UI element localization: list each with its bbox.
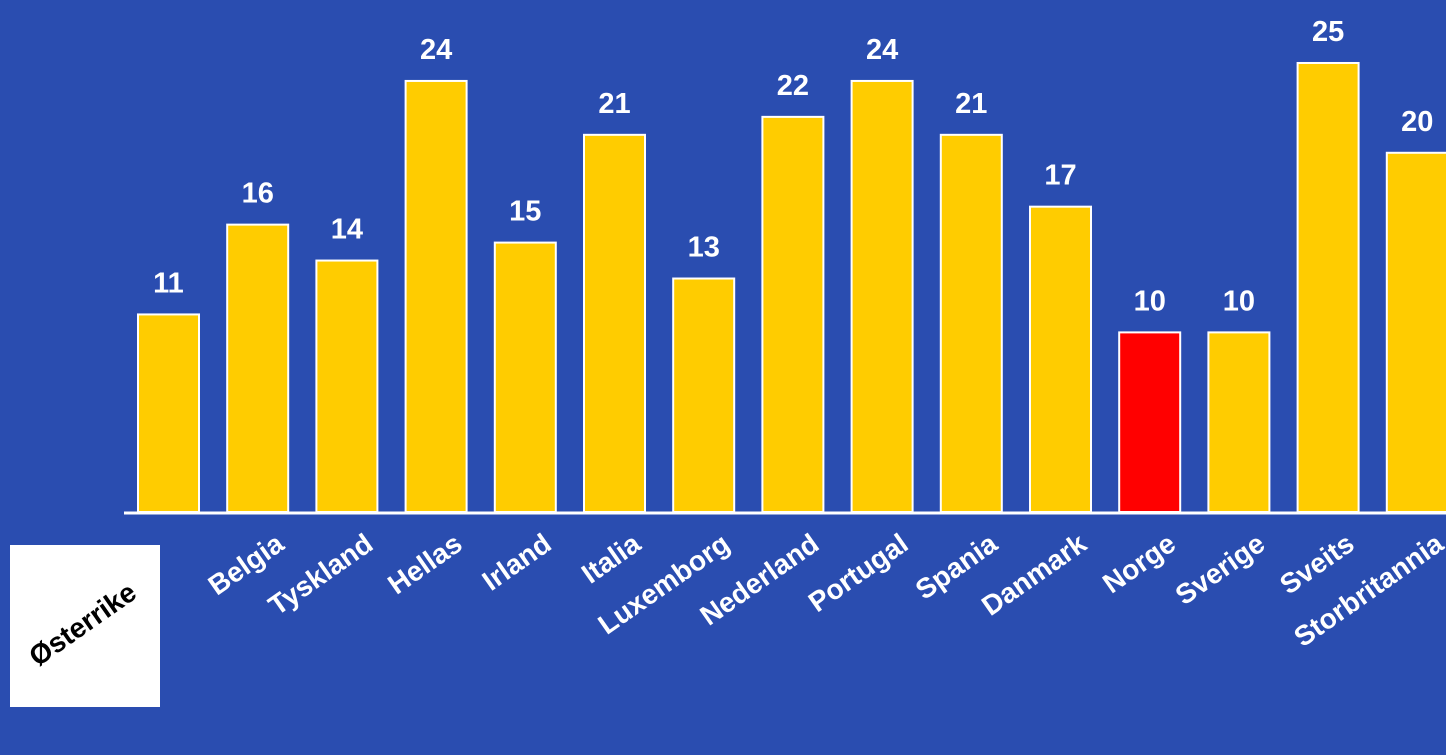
bar-italia	[583, 133, 646, 514]
value-label-nederland: 22	[777, 70, 809, 102]
value-label-portugal: 24	[866, 34, 898, 66]
value-label-danmark: 17	[1044, 160, 1076, 192]
bars-group	[137, 61, 1446, 514]
value-label-hellas: 24	[420, 34, 452, 66]
bar-spania	[939, 133, 1003, 514]
bar-sveits	[1296, 61, 1360, 514]
bar-portugal	[850, 79, 914, 514]
value-label-belgia: 16	[242, 178, 274, 210]
bar-hellas	[404, 79, 468, 514]
value-label-storbritannia: 20	[1401, 106, 1433, 138]
value-label-italia: 21	[598, 88, 630, 120]
value-label-spania: 21	[955, 88, 987, 120]
category-label-box	[10, 545, 160, 707]
value-label-luxemborg: 13	[688, 232, 720, 264]
bar-norge	[1118, 331, 1182, 513]
bar-sverige	[1207, 331, 1271, 513]
category-label-hellas: Hellas	[382, 528, 467, 601]
value-label-sveits: 25	[1312, 16, 1344, 48]
value-label-osterrike: 11	[153, 267, 184, 299]
category-label-norge: Norge	[1097, 528, 1181, 600]
bar-danmark	[1029, 205, 1092, 514]
bar-osterrike	[137, 313, 200, 513]
value-label-irland: 15	[509, 196, 541, 228]
category-label-portugal: Portugal	[803, 528, 914, 619]
bar-nederland	[761, 115, 825, 514]
bar-belgia	[226, 223, 290, 514]
value-label-tyskland: 14	[331, 214, 363, 246]
category-label-osterrike: Østerrike	[10, 545, 160, 707]
category-label-sverige: Sverige	[1170, 528, 1271, 611]
bar-tyskland	[315, 259, 379, 513]
category-label-irland: Irland	[477, 528, 557, 597]
value-label-sverige: 10	[1223, 285, 1255, 317]
value-labels-group: 11 16 14 24 15 21 13 22 24 21 17 10 10 25 20	[153, 16, 1433, 317]
bar-irland	[493, 241, 557, 514]
bar-storbritannia	[1385, 151, 1446, 514]
bar-luxemborg	[672, 277, 736, 513]
category-label-italia: Italia	[576, 527, 646, 589]
value-label-norge: 10	[1134, 285, 1166, 317]
category-label-storbritannia: Storbritannia	[1288, 527, 1446, 653]
